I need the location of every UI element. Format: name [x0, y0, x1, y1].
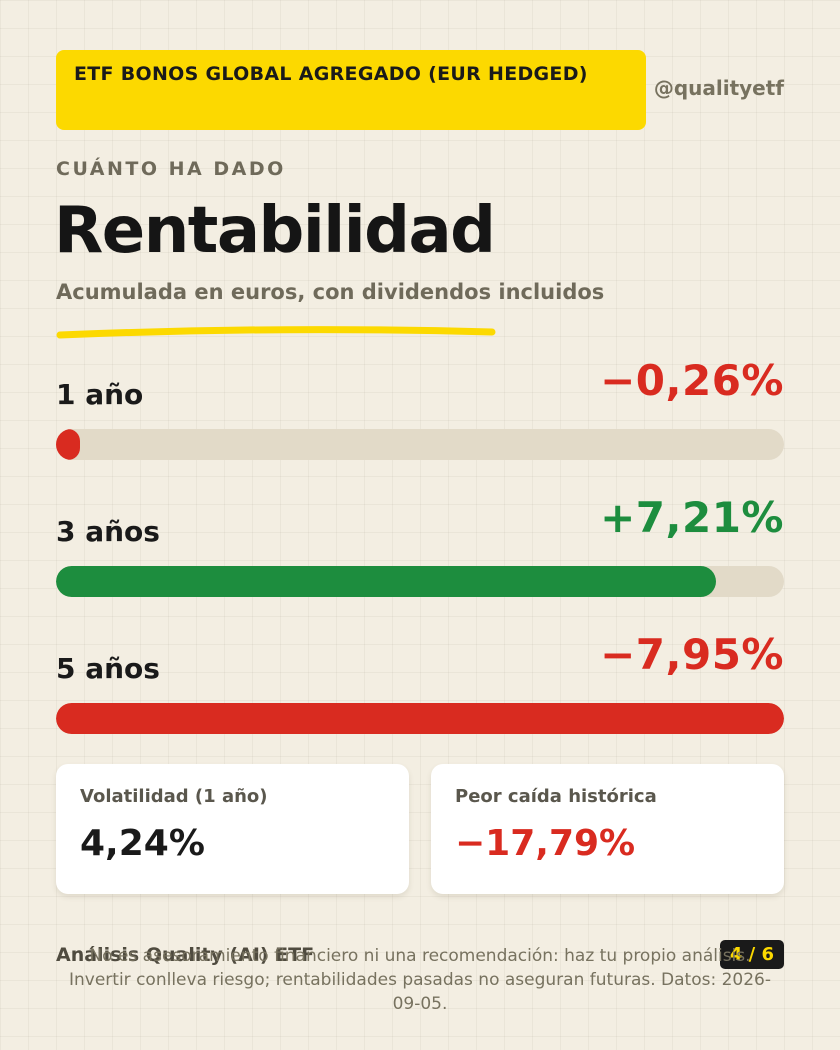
bar-label: 5 años: [56, 652, 160, 685]
page-title: Rentabilidad: [54, 194, 496, 268]
bar-fill: [56, 429, 80, 460]
bar-fill: [56, 566, 717, 597]
max-drawdown-card: Peor caída histórica −17,79%: [431, 764, 784, 894]
page-indicator: 4 / 6: [719, 940, 784, 969]
bar-track: [56, 703, 784, 734]
bar-track: [56, 429, 784, 460]
disclaimer-text: No es asesoramiento financiero ni una re…: [69, 946, 771, 1014]
page-subtitle: Acumulada en euros, con dividendos inclu…: [56, 280, 605, 304]
bar-label: 1 año: [56, 378, 144, 411]
bar-value-label: −7,95%: [600, 630, 784, 679]
etf-name-banner: ETF BONOS GLOBAL AGREGADO (EUR HEDGED): [56, 50, 646, 130]
account-handle: @qualityetf: [653, 76, 784, 100]
bar-label: 3 años: [56, 515, 160, 548]
highlight-underline: [56, 326, 496, 339]
section-eyebrow: CUÁNTO HA DADO: [56, 158, 286, 180]
bar-track: [56, 566, 784, 597]
bar-fill: [56, 703, 784, 734]
volatility-card: Volatilidad (1 año) 4,24%: [56, 764, 409, 894]
volatility-label: Volatilidad (1 año): [80, 786, 268, 807]
max-drawdown-label: Peor caída histórica: [455, 786, 657, 807]
bar-value-label: +7,21%: [600, 493, 784, 542]
max-drawdown-value: −17,79%: [455, 823, 636, 864]
volatility-value: 4,24%: [80, 823, 205, 864]
bar-value-label: −0,26%: [600, 356, 784, 405]
footer-brand: Análisis Quality (AI) ETF: [56, 944, 315, 966]
